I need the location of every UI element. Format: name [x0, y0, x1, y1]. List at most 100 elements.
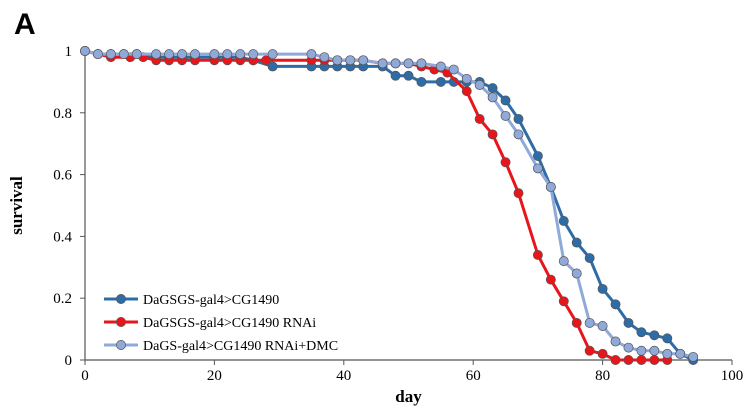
series-3: [80, 46, 699, 362]
series-3-point: [105, 49, 116, 60]
series-3-point: [358, 55, 369, 66]
y-tick-label: 0: [65, 353, 73, 369]
series-2-point: [474, 114, 485, 124]
series-3-point: [571, 268, 582, 279]
y-tick-label: 0.6: [53, 168, 72, 184]
series-2-point: [649, 355, 660, 365]
chart-series-layer: [80, 46, 699, 365]
legend-swatch-marker: [116, 340, 126, 350]
series-3-point: [584, 317, 595, 328]
series-2-point: [545, 274, 556, 285]
series-3-point: [558, 256, 569, 267]
series-3-point: [209, 49, 220, 60]
series-2-point: [636, 355, 647, 365]
chart-legend: DaGSGS-gal4>CG1490 DaGSGS-gal4>CG1490 RNA…: [104, 293, 338, 354]
x-tick-label: 60: [466, 368, 481, 384]
series-3-point: [377, 58, 388, 69]
series-3-point: [177, 49, 187, 60]
series-1-point: [390, 70, 401, 81]
series-1-point: [584, 253, 595, 263]
series-1-line: [84, 49, 694, 362]
series-3-point: [92, 49, 103, 60]
series-3-point: [131, 49, 142, 60]
series-3-point: [164, 49, 175, 60]
series-3-point: [416, 58, 427, 69]
x-tick-label: 20: [207, 368, 222, 384]
series-3-point: [332, 55, 343, 66]
series-1-point: [500, 95, 511, 106]
y-tick-label: 0.2: [53, 291, 72, 307]
series-1-point: [487, 83, 498, 94]
series-1-point: [532, 151, 543, 162]
legend-item-3: DaGS-gal4>CG1490 RNAi+DMC: [104, 339, 338, 354]
series-3-point: [235, 49, 246, 60]
series-1-point: [610, 299, 621, 310]
legend-swatch-marker: [116, 317, 126, 327]
series-1-point: [513, 114, 524, 124]
series-3-point: [662, 348, 673, 359]
series-3-point: [267, 49, 278, 60]
legend-label: DaGSGS-gal4>CG1490: [143, 293, 279, 308]
y-tick-label: 0.8: [53, 106, 72, 122]
series-3-point: [461, 73, 472, 84]
series-3-point: [597, 321, 608, 331]
series-3-point: [80, 46, 90, 56]
legend-item-1: DaGSGS-gal4>CG1490: [104, 293, 279, 308]
series-3-point: [403, 58, 414, 69]
series-2-point: [571, 317, 582, 328]
series-1-point: [649, 330, 660, 341]
series-3-point: [448, 64, 459, 75]
series-1-point: [558, 215, 569, 226]
series-3-point: [390, 58, 401, 69]
y-tick-label: 1: [65, 44, 73, 60]
legend-item-2: DaGSGS-gal4>CG1490 RNAi: [104, 316, 316, 331]
legend-label: DaGSGS-gal4>CG1490 RNAi: [143, 316, 316, 331]
series-1-point: [571, 237, 582, 248]
series-2-point: [532, 249, 543, 260]
series-3-point: [545, 182, 556, 192]
series-3-point: [649, 345, 660, 356]
x-tick-label: 40: [336, 368, 351, 384]
legend-label: DaGS-gal4>CG1490 RNAi+DMC: [143, 339, 338, 354]
series-1-point: [662, 333, 673, 344]
series-3-point: [306, 49, 317, 60]
x-axis-title: day: [395, 387, 422, 406]
series-3-point: [248, 49, 259, 60]
series-1-point: [636, 327, 647, 338]
series-2-point: [558, 296, 569, 307]
series-2-point: [597, 348, 608, 359]
series-2-point: [500, 157, 511, 168]
x-tick-label: 0: [81, 368, 89, 384]
series-3-point: [610, 336, 621, 347]
series-3-point: [190, 49, 200, 60]
series-3-point: [532, 163, 543, 174]
series-3-point: [636, 345, 647, 356]
x-tick-label: 100: [721, 368, 744, 384]
series-2-point: [513, 188, 524, 199]
series-3-line: [84, 49, 694, 359]
series-3-point: [513, 129, 524, 140]
series-1-point: [403, 70, 414, 81]
series-3-point: [675, 348, 686, 359]
series-3-point: [222, 49, 233, 60]
series-3-point: [487, 92, 498, 103]
chart-axes: 0 20 40 60 80 100 0 0.2 0.4 0.6 0.8 1: [53, 44, 743, 384]
series-3-point: [118, 49, 129, 60]
series-3-point: [319, 52, 330, 63]
series-2-point: [261, 55, 272, 66]
series-2-line: [84, 49, 668, 362]
series-3-point: [345, 55, 356, 66]
legend-swatch-marker: [116, 294, 126, 304]
series-1-point: [623, 317, 634, 328]
y-axis-title: survival: [7, 176, 26, 235]
series-1-point: [435, 76, 446, 87]
series-2-point: [487, 129, 498, 140]
series-3-point: [151, 49, 162, 60]
series-1-point: [267, 61, 278, 72]
panel-label: A: [14, 8, 36, 41]
series-3-point: [688, 351, 699, 362]
series-2-point: [610, 355, 621, 365]
series-3-point: [435, 61, 446, 72]
series-1-point: [416, 76, 427, 87]
